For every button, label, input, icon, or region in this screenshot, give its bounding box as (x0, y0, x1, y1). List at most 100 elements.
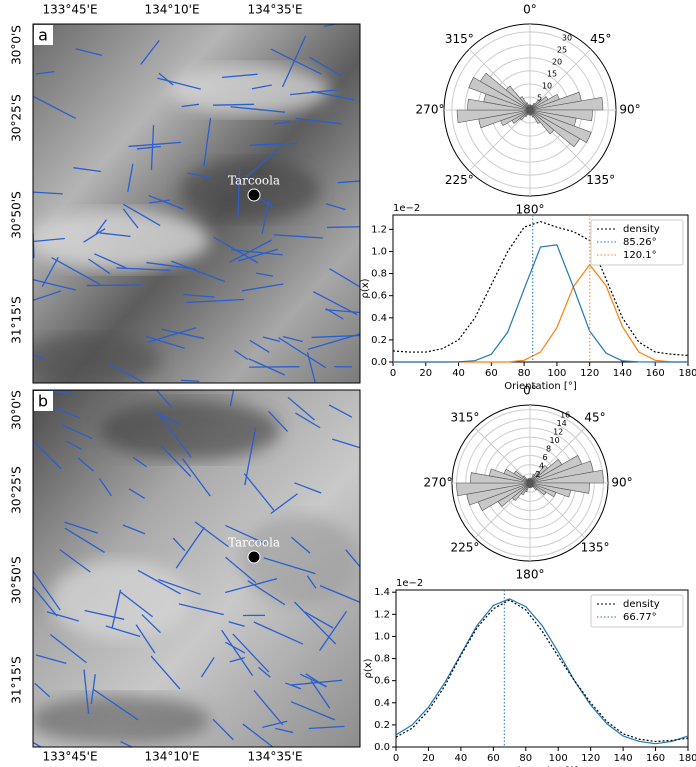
angle-label: 0° (523, 384, 537, 398)
angle-label: 270° (416, 103, 445, 117)
lineament (289, 89, 338, 96)
angle-label: 315° (445, 32, 474, 46)
lineament (157, 77, 201, 90)
grid-spoke (529, 48, 592, 111)
y-tick-label: 0.0 (374, 742, 390, 753)
axis-multiplier: 1e−2 (393, 203, 420, 214)
lineament (33, 741, 42, 747)
series-line (395, 598, 689, 745)
x-tick-label: 0 (393, 753, 399, 764)
x-axis-label: Orientation [°] (504, 381, 577, 392)
lineament (95, 219, 107, 235)
series-line (392, 220, 689, 356)
x-tick-label: 160 (646, 368, 665, 379)
lineament (41, 257, 59, 287)
lineament (181, 103, 200, 108)
lineament (155, 390, 172, 408)
x-tick-label: 20 (422, 753, 435, 764)
map-panel-b (33, 390, 360, 747)
radial-tick-label: 10 (550, 436, 560, 445)
angle-label: 270° (424, 476, 453, 490)
lineament (33, 191, 63, 195)
lineament (237, 166, 241, 218)
radial-tick-label: 4 (539, 462, 544, 471)
panel-badge (34, 25, 53, 45)
lineament (86, 284, 142, 287)
x-tick-label: 140 (613, 368, 632, 379)
x-tick-label: 120 (581, 753, 600, 764)
y-tick-label: 0.4 (374, 698, 390, 709)
lineament (49, 633, 87, 664)
lineament (258, 666, 271, 678)
y-tick-label: 0.6 (371, 291, 387, 302)
lineament (221, 629, 254, 677)
y-tick-label: 0.0 (371, 357, 387, 368)
map-y-label: 30°0'S (10, 25, 24, 65)
lineament (249, 339, 270, 353)
lineament (295, 117, 342, 125)
lineament (244, 427, 257, 486)
angle-label: 45° (590, 32, 611, 46)
radial-tick-label: 10 (542, 81, 552, 90)
map-x-label: 133°45'E (42, 750, 97, 764)
lineament (83, 669, 90, 715)
lineament (33, 95, 77, 120)
lineament (263, 557, 316, 575)
lineament (83, 228, 106, 243)
lineament (225, 524, 266, 545)
rose-bar (505, 85, 531, 111)
rose-bar (529, 96, 604, 111)
lineament (140, 39, 160, 65)
x-tick-label: 40 (452, 368, 465, 379)
lineament (311, 90, 356, 101)
radial-tick-label: 6 (543, 453, 548, 462)
lineament (175, 526, 205, 569)
lineament (137, 569, 181, 595)
lineament (148, 194, 184, 210)
lineament (261, 199, 270, 234)
lineament (35, 654, 67, 665)
lineament (224, 578, 278, 594)
lineament (66, 440, 83, 451)
lineament (35, 70, 55, 75)
rose-bar (529, 109, 555, 135)
panel-label: a (38, 26, 48, 45)
lineament (245, 148, 279, 178)
lineament (94, 253, 127, 269)
lineament (319, 584, 360, 603)
lineament (159, 414, 192, 458)
lineament (33, 237, 65, 243)
lineament (243, 473, 275, 511)
x-tick-label: 80 (518, 368, 531, 379)
radial-tick-label: 14 (557, 419, 567, 428)
lineament (241, 283, 284, 292)
lineament (154, 411, 181, 426)
legend-label: density (623, 224, 660, 235)
y-tick-label: 0.6 (374, 676, 390, 687)
lineament (270, 493, 298, 514)
lineament (332, 438, 360, 449)
lineament (325, 309, 360, 314)
lineament (295, 412, 321, 429)
radial-tick-label: 8 (546, 445, 551, 454)
place-label: Tarcoola (228, 536, 280, 550)
y-tick-label: 0.2 (374, 720, 390, 731)
lineament (146, 335, 185, 349)
lineament (281, 35, 307, 88)
lineament (310, 680, 331, 709)
lineament (229, 390, 235, 407)
legend-box (590, 594, 684, 628)
place-label: Tarcoola (228, 174, 280, 188)
legend-box (590, 219, 684, 266)
lineament (345, 549, 360, 568)
lineament (285, 682, 302, 690)
lineament (116, 267, 171, 272)
map-y-label: 31°15'S (10, 296, 24, 343)
lineament (34, 682, 51, 698)
lineament (59, 549, 91, 573)
lineament (232, 633, 270, 673)
lineament (234, 350, 249, 361)
lineament (253, 621, 304, 645)
lineament (328, 404, 353, 418)
